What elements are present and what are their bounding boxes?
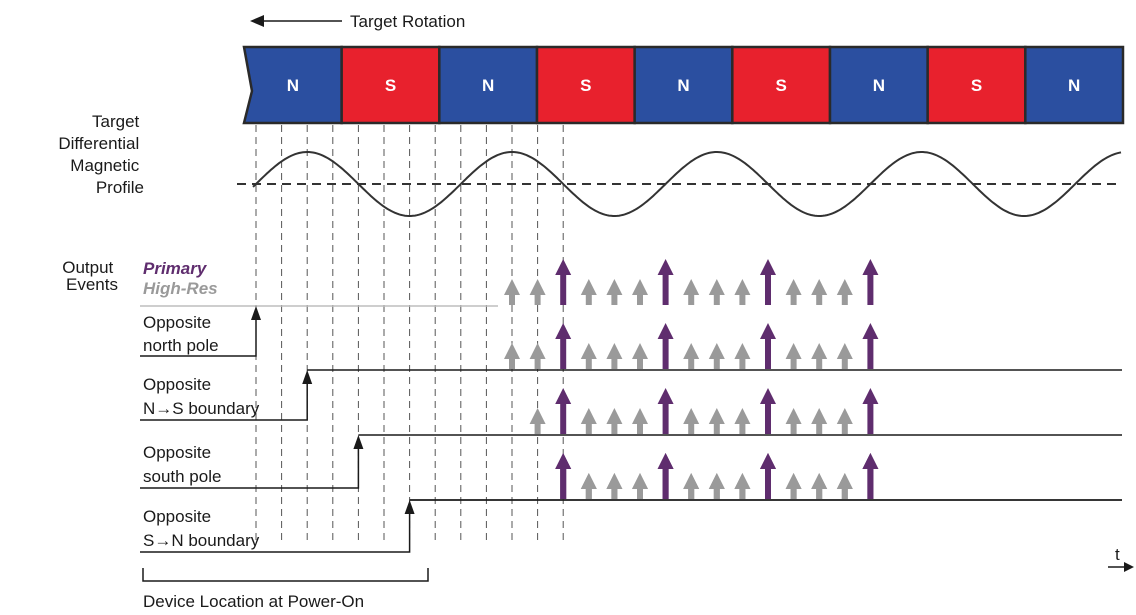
row-label-south-pole: Opposite south pole [143,443,221,486]
target-pole-label-8: S [971,76,982,95]
target-pole-label-2: S [385,76,396,95]
row-ns-boundary-event-20 [760,388,776,434]
target-pole-label-5: N [677,76,689,95]
power-on-bracket: Device Location at Power-On [142,568,429,611]
time-axis: t [1108,545,1134,572]
legend-event-16 [657,259,674,305]
legend-primary: Primary [143,259,208,278]
row-sn-boundary-event-15 [632,473,648,499]
row-sn-boundary-event-18 [708,473,725,499]
row-north-pole-event-24 [862,323,879,369]
time-arrow-head [1124,562,1134,572]
row-sn-boundary-event-16 [657,453,674,499]
target-pole-label-3: N [482,76,494,95]
legend-event-20 [760,259,776,305]
row-north-pole-event-16 [657,323,674,369]
row-north-pole-event-22 [811,343,828,369]
vertical-guides [255,125,564,540]
power-on-edge-sn-boundary [140,500,415,553]
target-pole-1 [242,45,343,125]
target-rotation-label: Target Rotation [350,12,465,31]
target-pole-label-6: S [775,76,786,95]
row-label-north-pole: Opposite north pole [143,313,219,355]
row-north-pole-event-10 [504,343,520,369]
row-north-pole-event-17 [683,343,700,369]
row-label-sn-boundary: Opposite S→N boundary [143,507,260,550]
target-pole-3 [438,45,539,125]
row-north-pole-event-12 [555,323,572,369]
row-sn-boundary-event-24 [862,453,879,499]
power-on-edge-south-pole [140,435,364,489]
legend-event-10 [504,279,520,305]
row-ns-boundary-event-16 [657,388,674,434]
target-pole-label-7: N [873,76,885,95]
row-ns-boundary-event-22 [811,408,828,434]
row-ns-boundary-event-24 [862,388,879,434]
row-ns-boundary-event-11 [529,408,546,434]
legend-event-11 [529,279,546,305]
row-north-pole-event-20 [760,323,776,369]
target-pole-9 [1024,45,1125,125]
row-sn-boundary-event-23 [836,473,853,499]
power-on-edge-ns-boundary [140,370,313,421]
row-north-pole-event-18 [708,343,725,369]
row-north-pole-event-14 [606,343,623,369]
footer-label: Device Location at Power-On [143,592,364,611]
power-on-edge-north-pole [140,306,261,357]
legend-event-17 [683,279,700,305]
legend-event-19 [734,279,751,305]
row-ns-boundary-event-18 [708,408,725,434]
target-pole-label-1: N [287,76,299,95]
time-label: t [1115,545,1120,564]
row-sn-boundary-event-14 [606,473,623,499]
row-ns-boundary-event-12 [555,388,572,434]
legend-event-22 [811,279,828,305]
target-pole-label-4: S [580,76,591,95]
bracket-shape [142,568,429,582]
row-sn-boundary-event-22 [811,473,828,499]
target-pole-2 [340,45,441,125]
row-north-pole-event-19 [734,343,751,369]
row-ns-boundary-event-15 [632,408,648,434]
row-sn-boundary-event-17 [683,473,700,499]
row-ns-boundary-event-23 [836,408,853,434]
row-north-pole-event-21 [785,343,802,369]
output-rows [140,259,1122,553]
target-rotation-indicator: Target Rotation [250,12,465,31]
row-ns-boundary-event-21 [785,408,802,434]
legend-event-14 [606,279,623,305]
profile-sine-wave [252,151,1122,217]
target-pole-label-9: N [1068,76,1080,95]
row-north-pole-event-23 [836,343,853,369]
row-sn-boundary-event-19 [734,473,751,499]
target-pole-8 [926,45,1027,125]
row-sn-boundary-event-21 [785,473,802,499]
row-sn-boundary-event-20 [760,453,776,499]
row-label-ns-boundary: Opposite N→S boundary [143,375,260,418]
row-ns-boundary-event-13 [580,408,597,434]
row-north-pole-event-11 [529,343,546,369]
profile-label: Target Differential Magnetic Profile [58,112,144,197]
legend-event-21 [785,279,802,305]
legend-event-15 [632,279,648,305]
rotation-arrow-head [250,15,264,27]
legend-event-23 [836,279,853,305]
magnetic-profile [237,151,1122,217]
target-pole-4 [535,45,636,125]
legend-event-13 [580,279,597,305]
row-north-pole-event-13 [580,343,597,369]
row-ns-boundary-event-19 [734,408,751,434]
row-sn-boundary-event-13 [580,473,597,499]
row-sn-boundary-event-12 [555,453,572,499]
output-events-label: Output Events [62,258,118,294]
legend-event-18 [708,279,725,305]
row-ns-boundary-event-17 [683,408,700,434]
row-ns-boundary-event-14 [606,408,623,434]
legend-event-12 [555,259,572,305]
legend-high-res: High-Res [143,279,218,298]
row-north-pole-event-15 [632,343,648,369]
legend-event-24 [862,259,879,305]
